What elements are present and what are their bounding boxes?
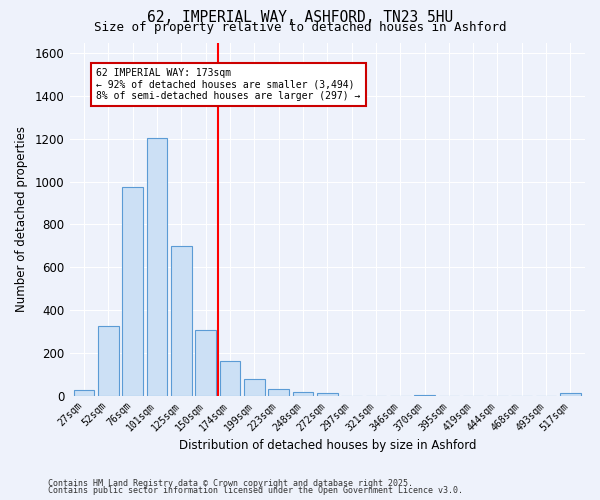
Bar	[171, 246, 192, 396]
Bar	[147, 138, 167, 396]
Text: Contains HM Land Registry data © Crown copyright and database right 2025.: Contains HM Land Registry data © Crown c…	[48, 478, 413, 488]
Bar	[220, 362, 241, 396]
Bar	[244, 378, 265, 396]
Text: 62 IMPERIAL WAY: 173sqm
← 92% of detached houses are smaller (3,494)
8% of semi-: 62 IMPERIAL WAY: 173sqm ← 92% of detache…	[97, 68, 361, 102]
Bar	[268, 390, 289, 396]
Bar	[98, 326, 119, 396]
Bar	[196, 330, 216, 396]
X-axis label: Distribution of detached houses by size in Ashford: Distribution of detached houses by size …	[179, 440, 476, 452]
Bar	[74, 390, 94, 396]
Text: Contains public sector information licensed under the Open Government Licence v3: Contains public sector information licen…	[48, 486, 463, 495]
Bar	[122, 187, 143, 396]
Text: 62, IMPERIAL WAY, ASHFORD, TN23 5HU: 62, IMPERIAL WAY, ASHFORD, TN23 5HU	[147, 10, 453, 25]
Text: Size of property relative to detached houses in Ashford: Size of property relative to detached ho…	[94, 21, 506, 34]
Bar	[317, 393, 338, 396]
Bar	[560, 393, 581, 396]
Y-axis label: Number of detached properties: Number of detached properties	[15, 126, 28, 312]
Bar	[414, 394, 435, 396]
Bar	[293, 392, 313, 396]
